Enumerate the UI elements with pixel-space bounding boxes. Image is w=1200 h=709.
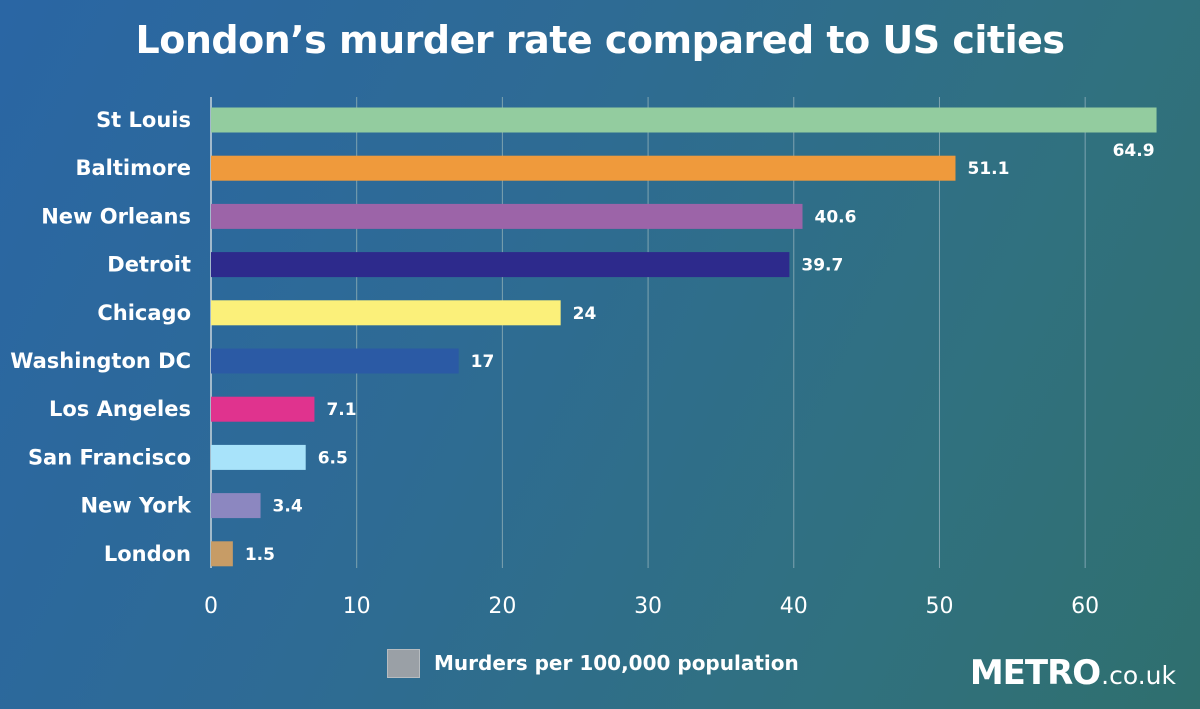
bar xyxy=(211,252,790,278)
value-label: 64.9 xyxy=(1113,141,1155,161)
x-tick-label: 0 xyxy=(204,594,218,619)
x-tick-labels: 0 10 20 30 40 50 60 xyxy=(204,594,1099,619)
category-label: Chicago xyxy=(97,301,191,325)
bar xyxy=(211,300,561,326)
category-label: San Francisco xyxy=(28,445,191,469)
x-tick-label: 10 xyxy=(343,594,371,619)
chart-title: London’s murder rate compared to US citi… xyxy=(135,18,1066,62)
bar xyxy=(211,493,261,519)
bar xyxy=(211,444,306,470)
bar xyxy=(211,203,803,229)
category-label: London xyxy=(104,542,191,566)
value-label: 7.1 xyxy=(326,400,356,420)
bars xyxy=(211,107,1157,567)
value-label: 39.7 xyxy=(801,256,843,276)
brand-main: METRO xyxy=(969,653,1101,693)
category-label: Detroit xyxy=(107,253,191,277)
bar xyxy=(211,396,315,422)
value-label: 3.4 xyxy=(273,497,303,517)
value-label: 24 xyxy=(573,304,597,324)
value-label: 17 xyxy=(471,352,495,372)
value-labels: 64.9 51.1 40.6 39.7 24 17 7.1 6.5 3.4 1.5 xyxy=(245,141,1155,565)
brand-suffix: .co.uk xyxy=(1101,661,1176,690)
x-tick-label: 50 xyxy=(925,594,953,619)
x-tick-label: 40 xyxy=(780,594,808,619)
bar xyxy=(211,107,1157,133)
value-label: 1.5 xyxy=(245,545,275,565)
category-label: New Orleans xyxy=(41,204,191,228)
x-tick-label: 60 xyxy=(1071,594,1099,619)
x-tick-label: 30 xyxy=(634,594,662,619)
legend-label: Murders per 100,000 population xyxy=(434,651,799,675)
category-label: Washington DC xyxy=(10,349,191,373)
category-labels: St Louis Baltimore New Orleans Detroit Chica… xyxy=(10,108,192,566)
legend: Murders per 100,000 population xyxy=(387,647,799,679)
category-label: Baltimore xyxy=(75,156,191,180)
category-label: Los Angeles xyxy=(49,397,191,421)
category-label: St Louis xyxy=(96,108,191,132)
value-label: 6.5 xyxy=(318,448,348,468)
bar xyxy=(211,541,233,567)
category-label: New York xyxy=(80,494,192,518)
value-label: 51.1 xyxy=(967,159,1009,179)
bar xyxy=(211,348,459,374)
bar xyxy=(211,155,956,181)
metro-logo: METRO .co.uk xyxy=(970,653,1176,693)
legend-swatch xyxy=(387,648,420,678)
x-tick-label: 20 xyxy=(488,594,516,619)
value-label: 40.6 xyxy=(815,207,857,227)
